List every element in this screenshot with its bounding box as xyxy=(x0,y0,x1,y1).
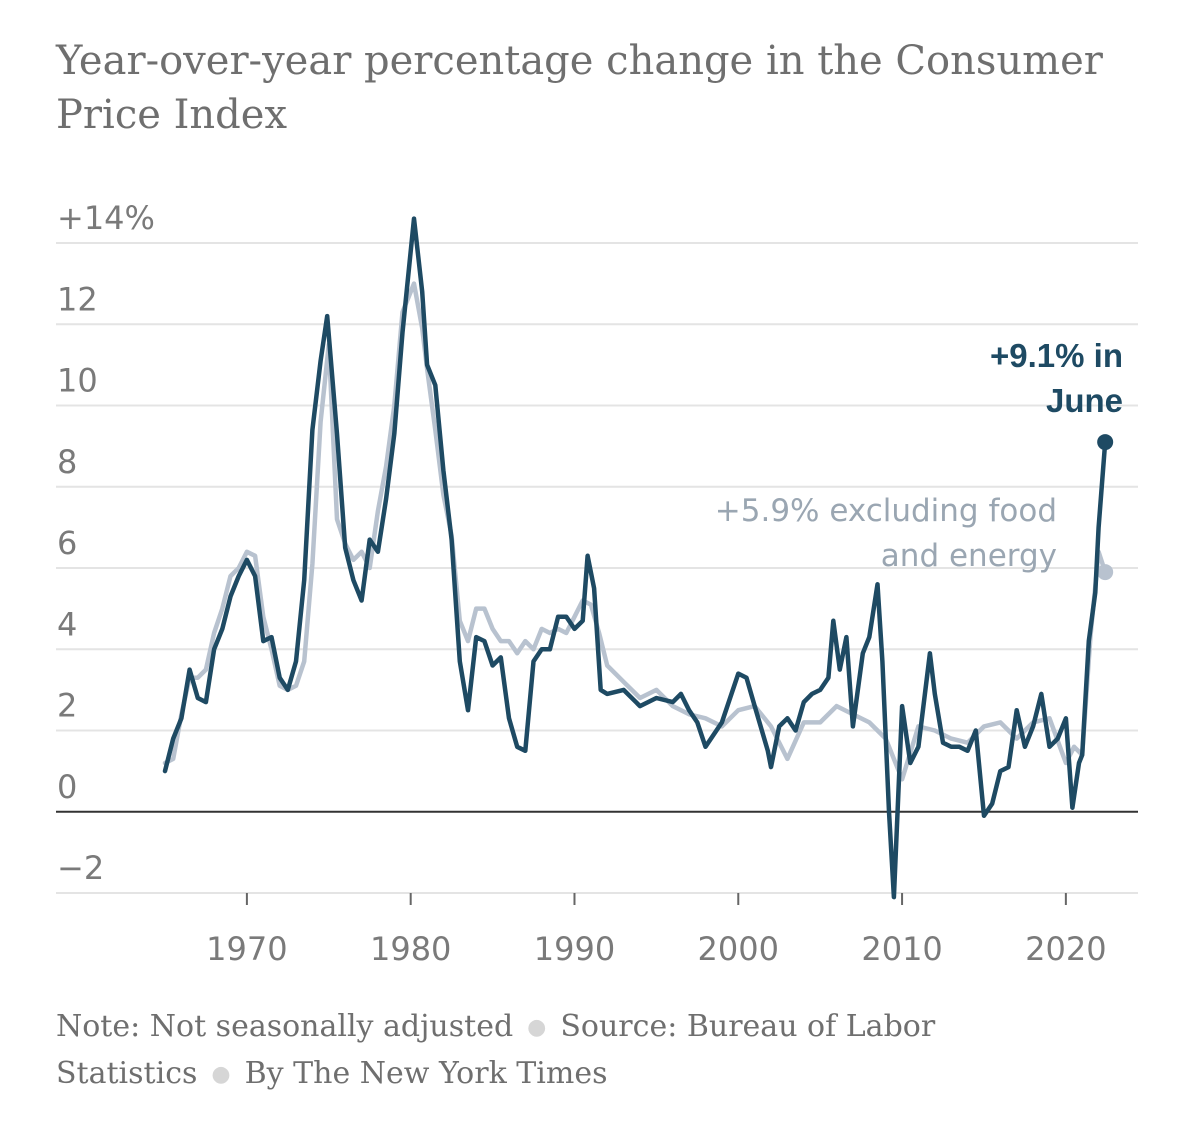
chart-footer: Note: Not seasonally adjusted ● Source: Bu… xyxy=(56,1004,1016,1098)
core-end-point xyxy=(1097,564,1114,581)
core-annotation-line-2: and energy xyxy=(881,538,1057,574)
x-tick-label: 1970 xyxy=(206,930,287,968)
y-tick-label: 8 xyxy=(57,443,77,481)
annotations: +9.1% in June +5.9% excluding food and e… xyxy=(715,337,1123,574)
y-tick-label: −2 xyxy=(57,849,104,887)
headline-cpi-series xyxy=(162,216,1114,900)
y-axis-ticks: +14% 12 10 8 6 4 2 0 −2 xyxy=(57,199,155,887)
y-tick-label: 12 xyxy=(57,280,98,318)
chart-title: Year-over-year percentage change in the … xyxy=(56,38,1103,138)
y-tick-label: 2 xyxy=(57,687,77,725)
y-tick-label: +14% xyxy=(57,199,155,237)
y-tick-label: 4 xyxy=(57,605,77,643)
footer-credit: By The New York Times xyxy=(244,1056,608,1091)
y-tick-label: 0 xyxy=(57,768,77,806)
x-tick-label: 1990 xyxy=(534,930,615,968)
footer-source: Source: Bureau of Labor Statistics xyxy=(56,1009,936,1091)
x-axis-ticks: 1970 1980 1990 2000 2010 2020 xyxy=(206,893,1107,968)
x-tick-label: 2020 xyxy=(1025,930,1106,968)
y-tick-label: 6 xyxy=(57,524,77,562)
x-tick-label: 1980 xyxy=(370,930,451,968)
x-tick-label: 2000 xyxy=(698,930,779,968)
headline-line xyxy=(162,216,1108,900)
cpi-line-chart: +14% 12 10 8 6 4 2 0 −2 1970 1980 1990 2000 2010 2020… xyxy=(56,199,1138,968)
headline-annotation-line-2: June xyxy=(1046,382,1123,419)
core-annotation-line-1: +5.9% excluding food xyxy=(715,493,1057,529)
y-tick-label: 10 xyxy=(57,362,98,400)
x-tick-label: 2010 xyxy=(861,930,942,968)
footer-note: Note: Not seasonally adjusted xyxy=(56,1009,514,1044)
separator-dot-icon: ● xyxy=(527,1015,547,1040)
headline-annotation-line-1: +9.1% in xyxy=(990,337,1123,374)
headline-end-point xyxy=(1097,434,1114,451)
separator-dot-icon: ● xyxy=(211,1062,231,1087)
